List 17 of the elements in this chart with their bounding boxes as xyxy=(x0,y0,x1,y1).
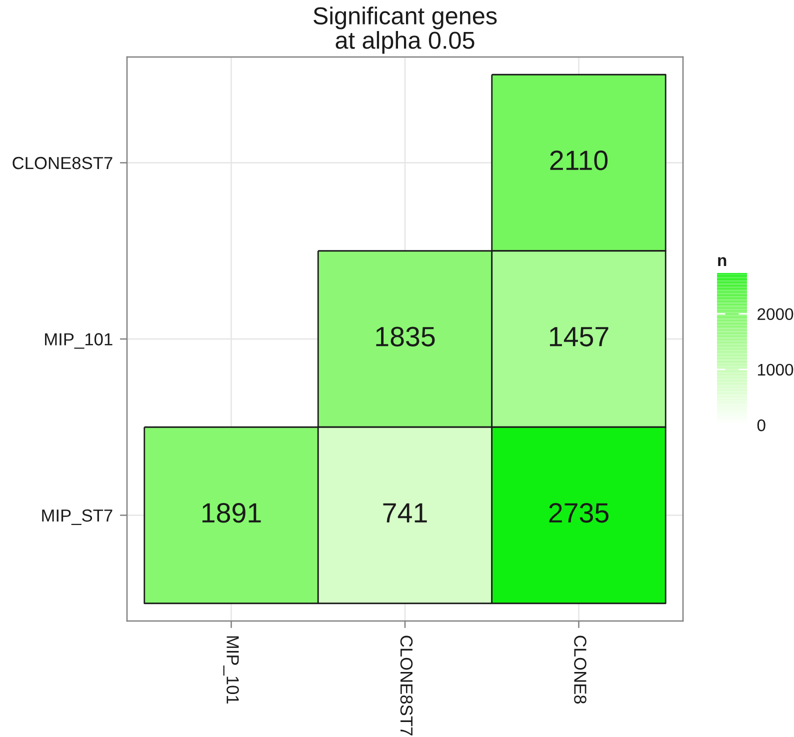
y-tick-label: MIP_101 xyxy=(45,333,112,349)
data-label: 2735 xyxy=(549,503,608,523)
chart-title: Significant genes at alpha 0.05 xyxy=(314,6,497,54)
data-label: 1457 xyxy=(550,327,608,346)
color-bar-label: 2000 xyxy=(758,308,794,320)
y-tick-label: CLONE8ST7 xyxy=(12,156,112,170)
color-bar-label: 1000 xyxy=(758,364,794,376)
x-tick-label: CLONE8 xyxy=(574,636,586,704)
data-label: 2110 xyxy=(550,150,608,170)
x-tick-label: MIP_101 xyxy=(223,636,239,704)
data-label: 1835 xyxy=(376,326,435,346)
color-bar-title: n xyxy=(718,257,726,266)
data-label: 1891 xyxy=(202,503,261,523)
y-tick-label: MIP_ST7 xyxy=(42,509,112,525)
data-label: 741 xyxy=(383,503,427,522)
color-bar-label: 0 xyxy=(757,419,766,432)
x-tick-label: CLONE8ST7 xyxy=(400,636,413,736)
